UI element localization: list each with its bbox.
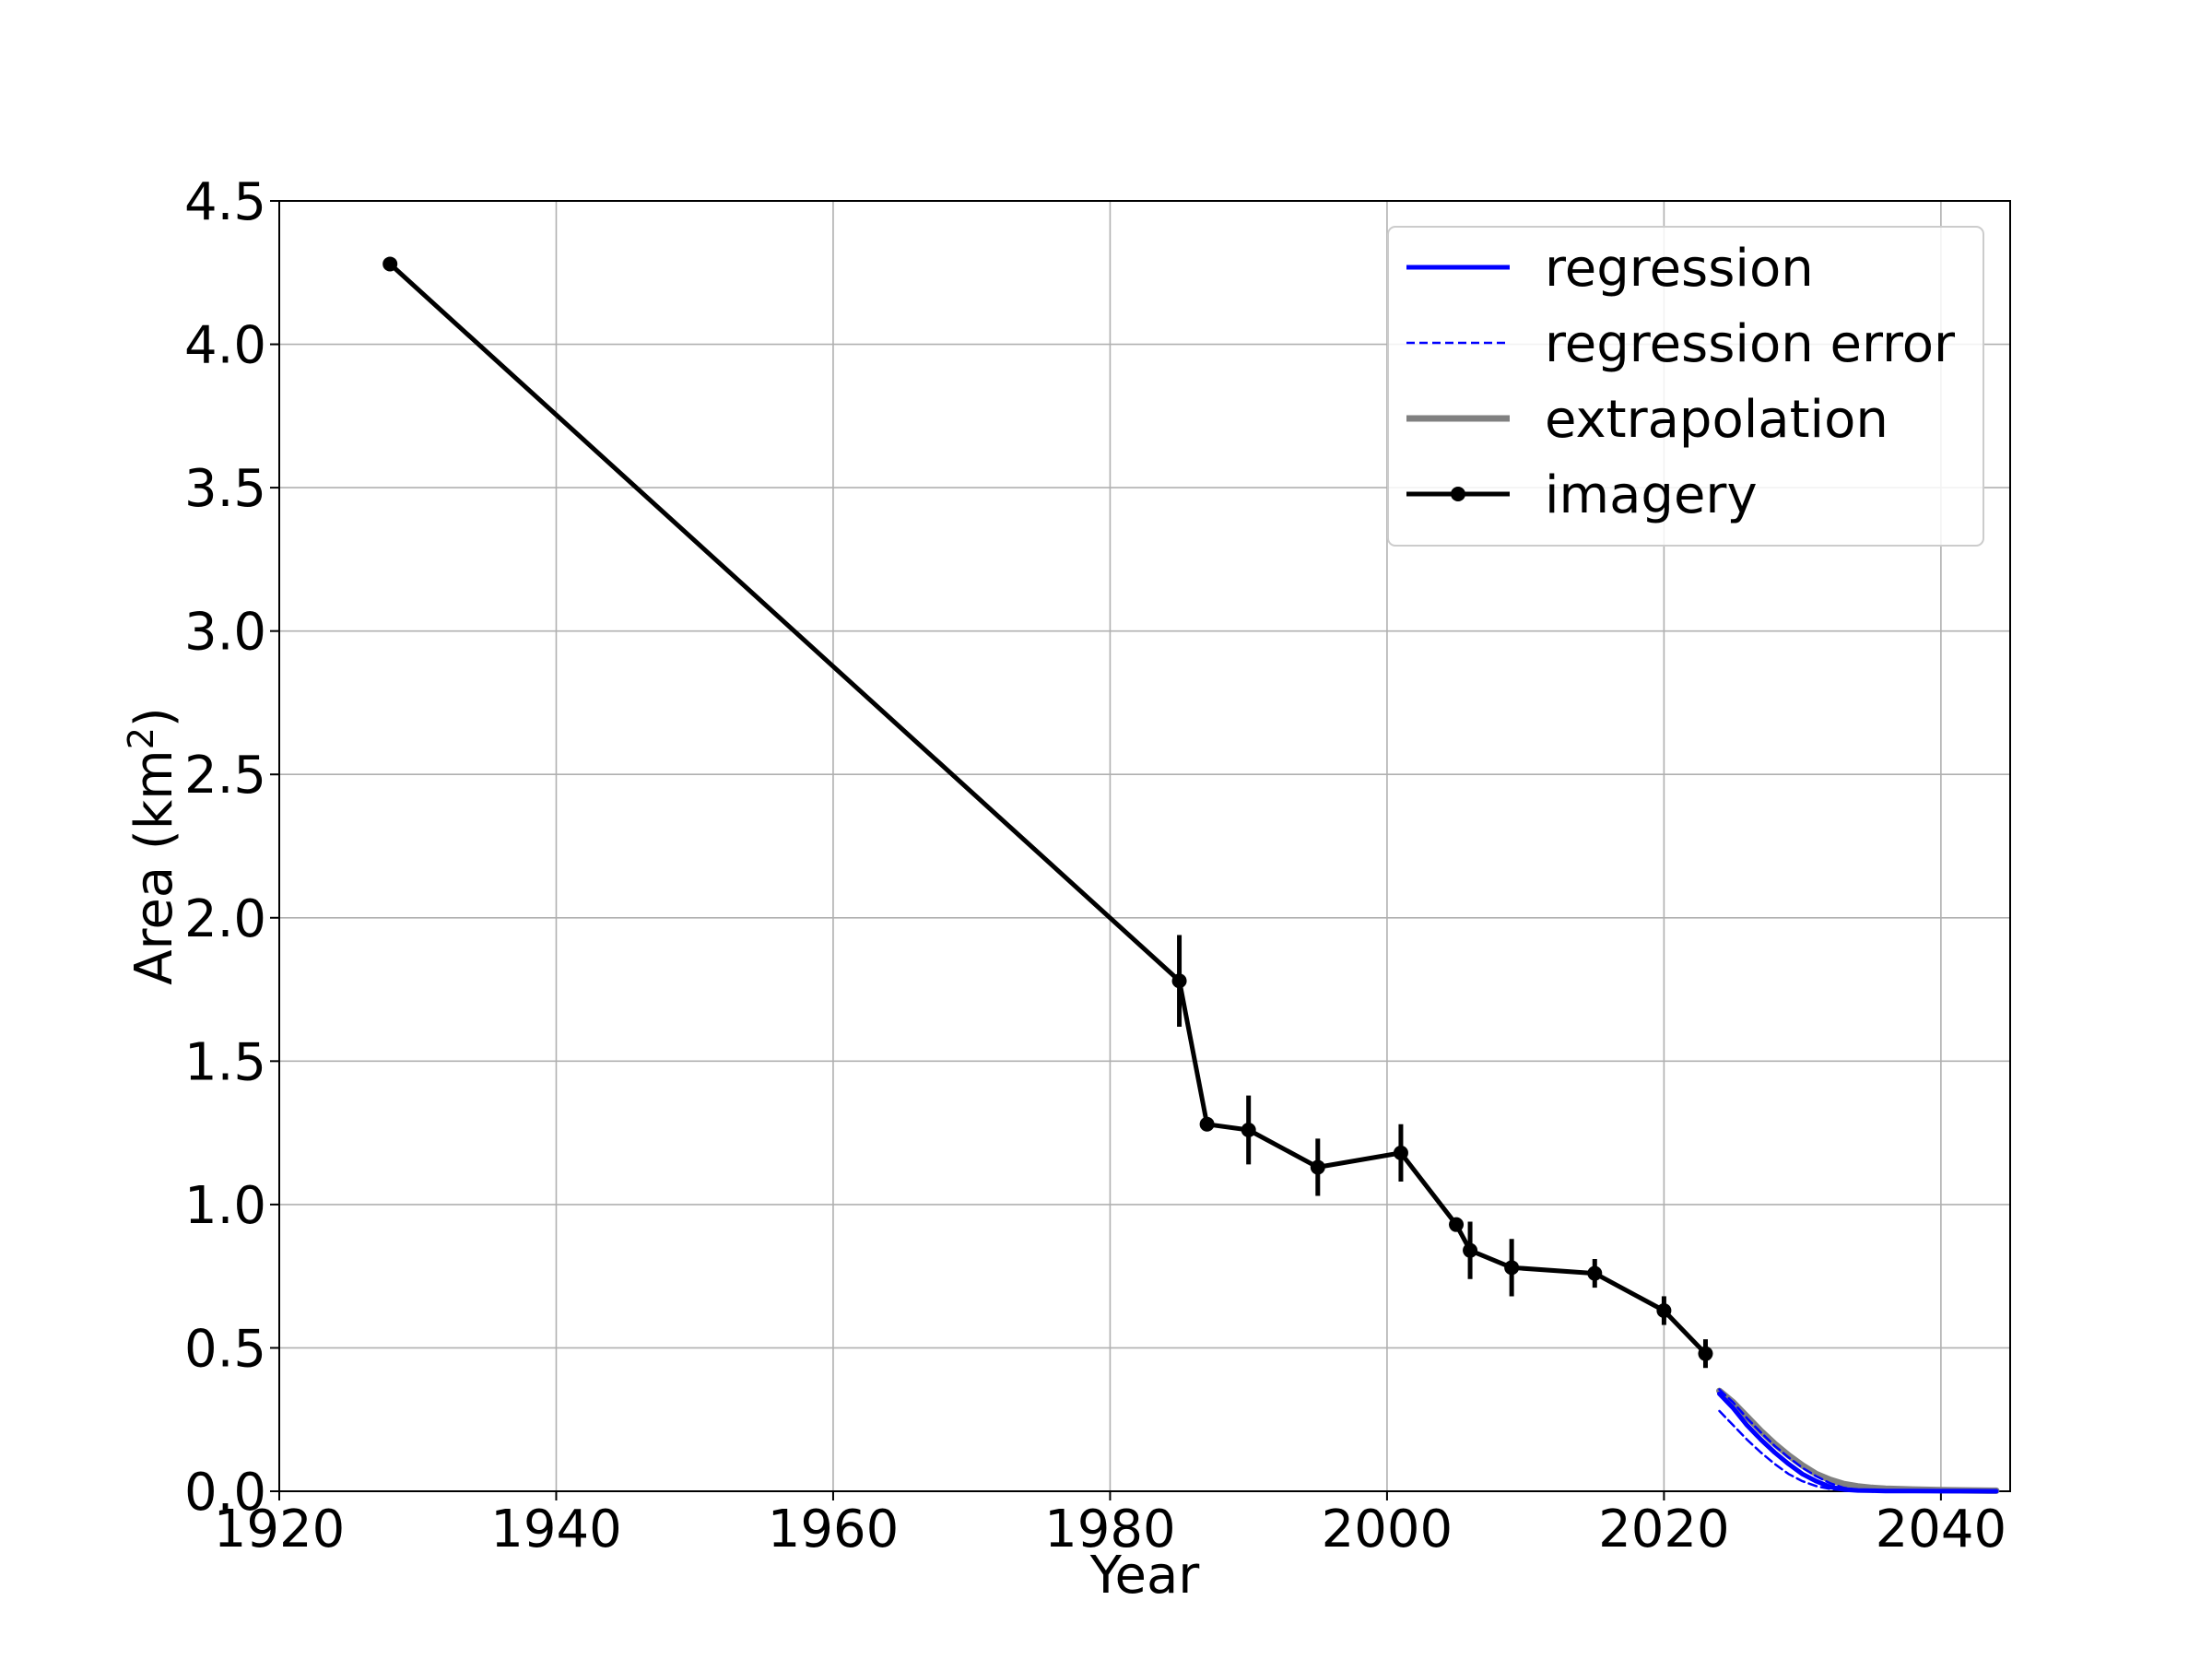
y-tick-label: 1.5 <box>184 1032 266 1092</box>
imagery-point <box>1241 1123 1256 1137</box>
imagery-point <box>1656 1303 1672 1318</box>
legend-label: extrapolation <box>1545 390 1888 450</box>
y-axis-label-superscript: 2 <box>121 727 161 749</box>
y-axis-label: Area (km2) <box>121 707 184 985</box>
imagery-point <box>1171 973 1187 989</box>
imagery-point <box>1504 1260 1520 1276</box>
x-axis-ticks: 1920 1940 1960 1980 2000 2020 2040 <box>214 1491 2006 1559</box>
y-tick-label: 2.0 <box>184 889 266 949</box>
imagery-point <box>1587 1265 1603 1281</box>
imagery-point <box>1310 1159 1325 1175</box>
legend-items: regression regression error extrapolation i… <box>1406 239 1956 525</box>
y-tick-label: 2.5 <box>184 746 266 806</box>
series-regression-line <box>1717 1391 1999 1494</box>
imagery-point <box>1463 1242 1478 1258</box>
y-axis-label-close: ) <box>124 707 184 727</box>
series-imagery-line <box>387 261 1708 1357</box>
y-tick-label: 0.0 <box>184 1463 266 1523</box>
legend-label: regression error <box>1545 314 1956 374</box>
y-tick-label: 4.5 <box>184 172 266 232</box>
y-tick-label: 3.5 <box>184 459 266 519</box>
imagery-point <box>382 256 398 272</box>
legend-label: imagery <box>1545 465 1758 525</box>
x-tick-label: 2020 <box>1598 1500 1730 1559</box>
x-tick-label: 1960 <box>768 1500 900 1559</box>
legend-label: regression <box>1545 239 1814 299</box>
legend-marker <box>1451 487 1465 501</box>
imagery-point <box>1199 1116 1215 1132</box>
series-layer <box>382 256 2000 1494</box>
legend: regression regression error extrapolation i… <box>1387 226 1984 547</box>
plot-frame <box>278 200 2011 1492</box>
y-tick-label: 3.0 <box>184 603 266 663</box>
x-tick-label: 2040 <box>1876 1500 2007 1559</box>
x-tick-label: 1980 <box>1044 1500 1176 1559</box>
x-tick-label: 1940 <box>490 1500 622 1559</box>
imagery-point <box>1449 1217 1465 1232</box>
legend-box <box>1387 226 1984 547</box>
x-axis-label: Year <box>1089 1546 1201 1606</box>
y-axis-label-text: Area (km <box>124 749 184 985</box>
imagery-point <box>1698 1346 1713 1361</box>
imagery-point <box>1393 1145 1408 1160</box>
y-tick-label: 4.0 <box>184 316 266 376</box>
y-tick-label: 0.5 <box>184 1319 266 1379</box>
x-tick-label: 2000 <box>1322 1500 1453 1559</box>
x-tick-label: 1920 <box>214 1500 346 1559</box>
y-axis-ticks: 0.0 0.5 1.0 1.5 2.0 2.5 3.0 3.5 4.0 4.5 <box>184 172 279 1523</box>
y-tick-label: 1.0 <box>184 1176 266 1236</box>
